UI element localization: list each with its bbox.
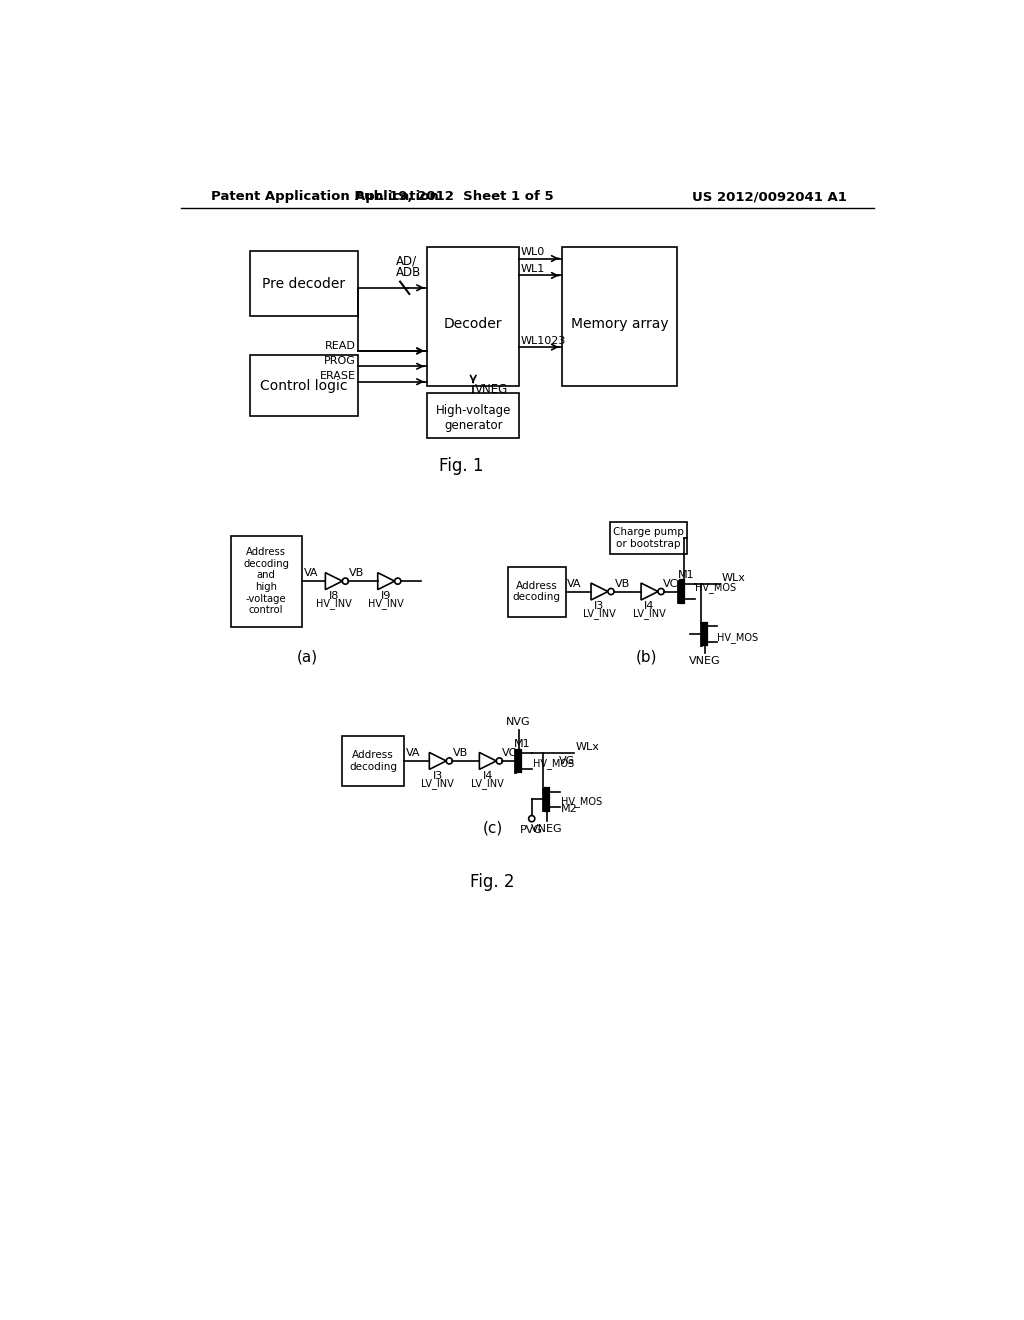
Text: I9: I9	[381, 591, 391, 601]
Bar	[427, 393, 519, 438]
Text: LV_INV: LV_INV	[583, 609, 615, 619]
Circle shape	[608, 589, 614, 594]
Text: Decoder: Decoder	[444, 317, 503, 331]
Text: LV_INV: LV_INV	[633, 609, 666, 619]
Polygon shape	[479, 752, 497, 770]
Circle shape	[528, 816, 535, 822]
Text: Address
decoding
and
high
-voltage
control: Address decoding and high -voltage contr…	[243, 546, 289, 615]
Text: HV_MOS: HV_MOS	[532, 758, 573, 768]
Text: I3: I3	[433, 771, 443, 780]
Text: Charge pump
or bootstrap: Charge pump or bootstrap	[612, 527, 683, 549]
Text: VB: VB	[454, 748, 468, 758]
Text: LV_INV: LV_INV	[471, 777, 504, 789]
Text: US 2012/0092041 A1: US 2012/0092041 A1	[692, 190, 847, 203]
Circle shape	[658, 589, 665, 594]
Text: I3: I3	[594, 601, 604, 611]
Circle shape	[497, 758, 503, 764]
Text: VB: VB	[349, 569, 365, 578]
Polygon shape	[378, 573, 394, 590]
Text: READ: READ	[326, 341, 356, 351]
Text: NVG: NVG	[506, 718, 531, 727]
Text: HV_MOS: HV_MOS	[561, 796, 602, 808]
Text: M1: M1	[678, 570, 694, 579]
Text: I8: I8	[329, 591, 339, 601]
Bar	[508, 566, 565, 616]
Text: I4: I4	[644, 601, 654, 611]
Text: PVG: PVG	[520, 825, 543, 836]
Text: Fig. 2: Fig. 2	[470, 874, 515, 891]
Text: High-voltage
generator: High-voltage generator	[435, 404, 511, 432]
Text: Address
decoding: Address decoding	[513, 581, 561, 602]
Text: (b): (b)	[636, 649, 657, 665]
Text: WL1023: WL1023	[521, 335, 566, 346]
Text: ERASE: ERASE	[321, 371, 356, 381]
Bar	[609, 521, 686, 554]
Text: VG: VG	[559, 756, 574, 766]
Text: HV_INV: HV_INV	[369, 598, 404, 609]
Text: Memory array: Memory array	[570, 317, 669, 331]
Circle shape	[394, 578, 400, 585]
Polygon shape	[641, 583, 658, 601]
Text: VA: VA	[304, 569, 318, 578]
Text: VA: VA	[406, 748, 420, 758]
Text: (a): (a)	[297, 649, 318, 665]
Text: HV_MOS: HV_MOS	[717, 632, 758, 643]
Bar	[250, 355, 357, 416]
Text: LV_INV: LV_INV	[422, 777, 455, 789]
Bar	[230, 536, 301, 627]
Text: WL0: WL0	[521, 247, 545, 257]
Text: AD/: AD/	[396, 255, 418, 268]
Text: M2: M2	[561, 804, 578, 814]
Text: Apr. 19, 2012  Sheet 1 of 5: Apr. 19, 2012 Sheet 1 of 5	[354, 190, 553, 203]
Text: I4: I4	[482, 771, 493, 780]
Text: VC: VC	[664, 579, 679, 589]
Bar	[427, 247, 519, 385]
Text: Patent Application Publication: Patent Application Publication	[211, 190, 439, 203]
Text: ADB: ADB	[396, 265, 422, 279]
Text: Control logic: Control logic	[260, 379, 347, 392]
Circle shape	[446, 758, 453, 764]
Text: Address
decoding: Address decoding	[349, 750, 397, 772]
Polygon shape	[326, 573, 342, 590]
Bar	[342, 737, 403, 785]
Polygon shape	[591, 583, 608, 601]
Text: WLx: WLx	[722, 573, 745, 582]
Text: VNEG: VNEG	[689, 656, 721, 665]
Bar	[250, 251, 357, 317]
Text: PROG: PROG	[325, 356, 356, 366]
Bar	[562, 247, 677, 385]
Circle shape	[342, 578, 348, 585]
Text: WL1: WL1	[521, 264, 545, 275]
Polygon shape	[429, 752, 446, 770]
Text: VNEG: VNEG	[475, 383, 508, 396]
Text: VC: VC	[502, 748, 517, 758]
Text: HV_INV: HV_INV	[316, 598, 351, 609]
Text: Fig. 1: Fig. 1	[439, 458, 484, 475]
Text: HV_MOS: HV_MOS	[695, 582, 736, 593]
Text: M1: M1	[514, 739, 530, 748]
Text: WLx: WLx	[575, 742, 599, 752]
Text: VA: VA	[567, 579, 582, 589]
Text: (c): (c)	[482, 821, 503, 836]
Text: VB: VB	[614, 579, 630, 589]
Text: Pre decoder: Pre decoder	[262, 276, 345, 290]
Text: VNEG: VNEG	[531, 824, 563, 834]
